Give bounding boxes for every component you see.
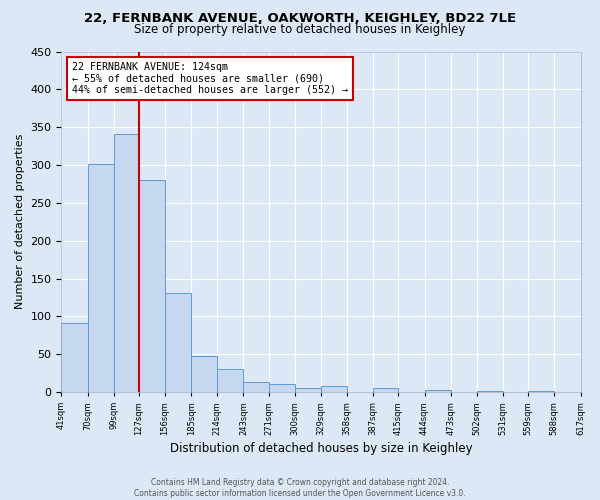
Text: 22 FERNBANK AVENUE: 124sqm
← 55% of detached houses are smaller (690)
44% of sem: 22 FERNBANK AVENUE: 124sqm ← 55% of deta… — [72, 62, 348, 95]
Text: Size of property relative to detached houses in Keighley: Size of property relative to detached ho… — [134, 22, 466, 36]
Bar — [425, 390, 451, 392]
Bar — [217, 370, 244, 392]
Text: Contains HM Land Registry data © Crown copyright and database right 2024.
Contai: Contains HM Land Registry data © Crown c… — [134, 478, 466, 498]
Text: 22, FERNBANK AVENUE, OAKWORTH, KEIGHLEY, BD22 7LE: 22, FERNBANK AVENUE, OAKWORTH, KEIGHLEY,… — [84, 12, 516, 26]
Bar — [244, 382, 269, 392]
Bar — [88, 164, 113, 392]
Bar — [528, 390, 554, 392]
Bar — [165, 293, 191, 392]
Bar — [113, 134, 139, 392]
Bar — [61, 323, 88, 392]
X-axis label: Distribution of detached houses by size in Keighley: Distribution of detached houses by size … — [170, 442, 472, 455]
Bar — [295, 388, 321, 392]
Bar — [269, 384, 295, 392]
Bar — [139, 180, 165, 392]
Bar — [373, 388, 398, 392]
Bar — [321, 386, 347, 392]
Bar — [477, 390, 503, 392]
Bar — [191, 356, 217, 392]
Y-axis label: Number of detached properties: Number of detached properties — [15, 134, 25, 310]
